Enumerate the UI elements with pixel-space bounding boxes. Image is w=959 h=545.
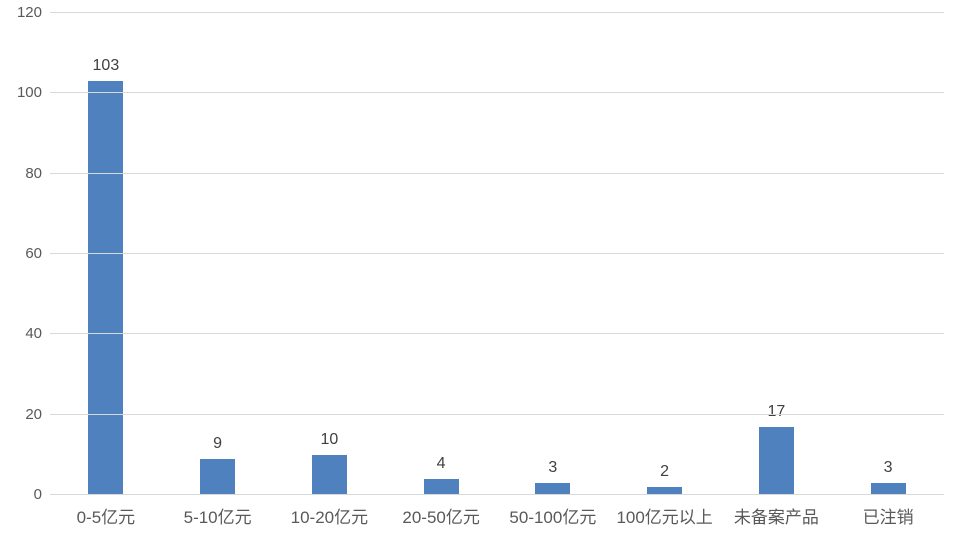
bar-slot: 4 <box>385 13 497 495</box>
gridline-0 <box>50 494 944 495</box>
y-tick-label-120: 120 <box>16 4 42 21</box>
x-tick-label: 50-100亿元 <box>509 508 597 527</box>
bar-value-label: 2 <box>660 462 670 480</box>
bar-slot: 103 <box>50 13 162 495</box>
bar: 103 <box>88 57 124 495</box>
x-tick-label: 100亿元以上 <box>616 508 713 527</box>
y-tick-label-40: 40 <box>25 325 42 343</box>
bar-value-label: 17 <box>767 402 786 420</box>
x-tick-label: 5-10亿元 <box>183 508 252 527</box>
bar-value-label: 10 <box>320 430 339 448</box>
y-axis: 0 20 40 60 80 100 120 <box>0 4 42 503</box>
gridline-60 <box>50 253 944 254</box>
bar: 17 <box>758 403 794 495</box>
bar: 9 <box>200 435 236 495</box>
y-tick-label-60: 60 <box>25 245 42 262</box>
gridline-40 <box>50 333 944 335</box>
x-tick-label: 0-5亿元 <box>76 508 136 527</box>
gridline-120 <box>50 12 944 13</box>
gridline-100 <box>50 92 944 94</box>
y-tick-label-100: 100 <box>16 84 42 102</box>
bar: 3 <box>535 459 571 495</box>
bar-value-label: 4 <box>436 454 446 472</box>
bar-value-label: 9 <box>213 434 223 452</box>
bar-series: 103 9 10 4 3 2 17 3 <box>50 13 944 495</box>
bar: 4 <box>423 455 459 495</box>
bar-value-label: 103 <box>92 57 120 75</box>
bar-slot: 3 <box>497 13 609 495</box>
y-tick-label-80: 80 <box>25 164 42 182</box>
bar-slot: 10 <box>274 13 386 495</box>
bar: 10 <box>311 431 347 495</box>
bar-value-label: 3 <box>548 458 558 476</box>
gridline-80 <box>50 172 944 174</box>
bar-slot: 3 <box>832 13 944 495</box>
plot-area: 103 9 10 4 3 2 17 3 <box>50 12 944 495</box>
y-tick-label-20: 20 <box>25 405 42 423</box>
x-tick-label: 10-20亿元 <box>290 508 369 527</box>
bar-slot: 2 <box>609 13 721 495</box>
x-tick-label: 未备案产品 <box>733 508 819 527</box>
x-tick-label: 已注销 <box>862 508 914 527</box>
bar: 3 <box>870 459 906 495</box>
x-axis-labels: 0-5亿元 5-10亿元 10-20亿元 20-50亿元 50-100亿元 100亿元以上… <box>50 503 944 528</box>
y-tick-label-0: 0 <box>33 486 42 503</box>
gridline-20 <box>50 413 944 415</box>
bar-value-label: 3 <box>883 458 893 476</box>
bar-slot: 17 <box>721 13 833 495</box>
bar: 2 <box>647 463 683 495</box>
bar-slot: 9 <box>162 13 274 495</box>
x-tick-label: 20-50亿元 <box>402 508 480 527</box>
